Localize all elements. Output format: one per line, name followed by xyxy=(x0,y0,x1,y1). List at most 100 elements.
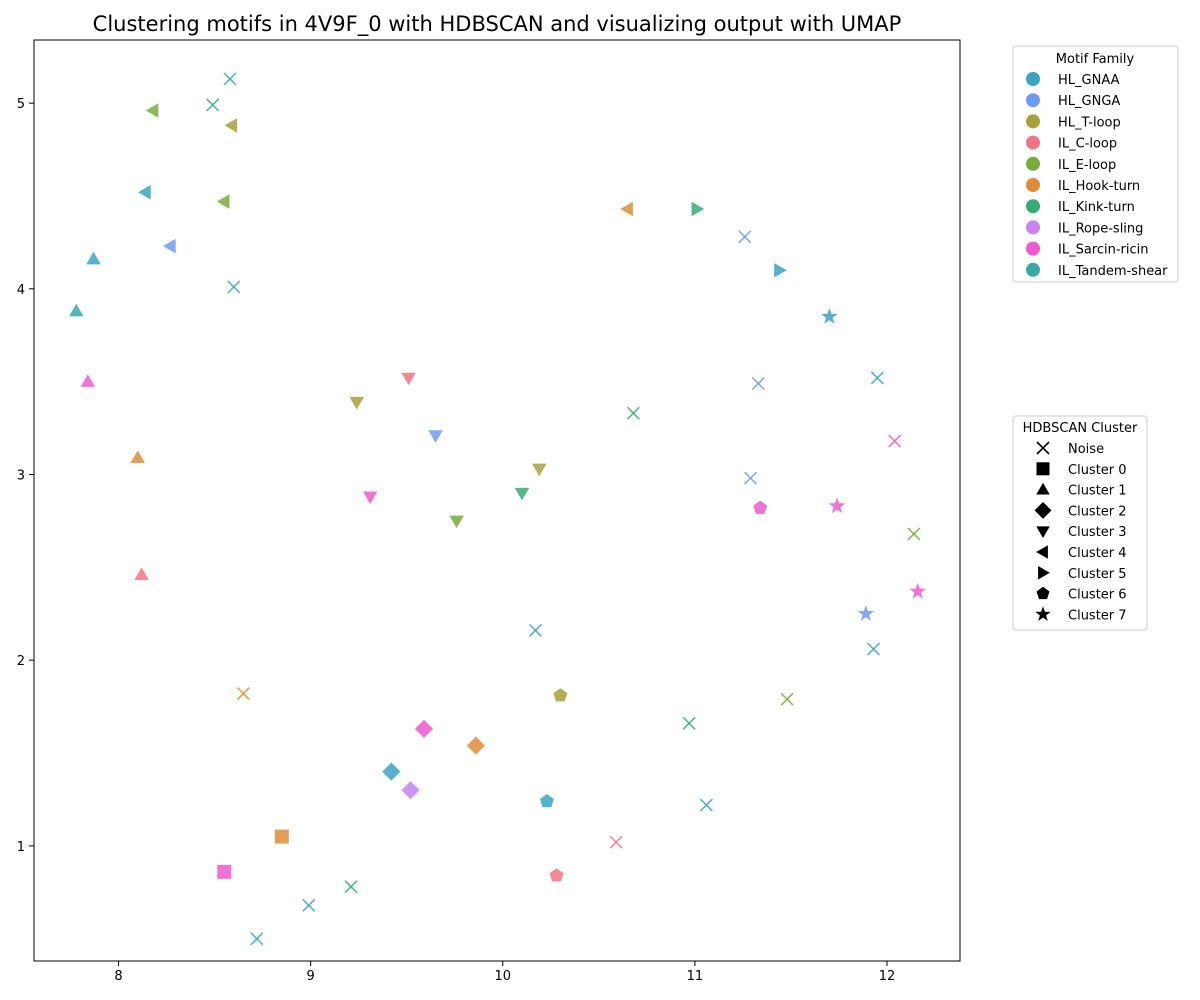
data-point xyxy=(531,463,547,477)
family-legend-title: Motif Family xyxy=(1056,52,1135,67)
family-legend-label: IL_E-loop xyxy=(1058,158,1116,173)
data-point xyxy=(80,374,96,387)
family-legend-label: IL_Sarcin-ricin xyxy=(1058,243,1149,258)
y-tick-label: 4 xyxy=(17,283,25,298)
data-point xyxy=(449,515,464,529)
cluster-legend-marker xyxy=(1036,586,1050,600)
data-point xyxy=(134,567,149,581)
data-point xyxy=(774,262,787,278)
data-point xyxy=(744,471,758,485)
cluster-legend-label: Cluster 1 xyxy=(1068,484,1127,499)
data-point xyxy=(909,582,927,599)
y-tick-label: 2 xyxy=(17,654,25,669)
data-point xyxy=(401,781,420,800)
data-point xyxy=(401,372,416,386)
data-point xyxy=(163,238,176,254)
data-point xyxy=(302,898,316,912)
cluster-legend-marker xyxy=(1036,441,1050,455)
data-point xyxy=(138,184,151,200)
data-point xyxy=(828,497,846,514)
cluster-legend-title: HDBSCAN Cluster xyxy=(1023,421,1138,436)
cluster-legend-marker xyxy=(1036,462,1050,476)
family-legend-swatch xyxy=(1026,93,1040,108)
cluster-legend: HDBSCAN Cluster Noise Cluster 0 Cluster 1 C… xyxy=(1012,415,1148,631)
data-point xyxy=(549,868,564,882)
y-axis: 1 2 3 4 5 xyxy=(17,97,34,855)
family-legend-label: HL_GNGA xyxy=(1058,94,1120,109)
x-tick-label: 8 xyxy=(114,969,122,984)
data-point xyxy=(620,201,633,217)
data-point xyxy=(344,880,358,894)
cluster-legend-label: Cluster 2 xyxy=(1068,504,1127,519)
cluster-legend-marker xyxy=(1036,482,1050,495)
family-legend-box xyxy=(1012,45,1179,283)
cluster-legend-label: Cluster 4 xyxy=(1068,546,1127,561)
family-legend: Motif Family HL_GNAA HL_GNGA HL_T-loop IL_C… xyxy=(1012,45,1179,283)
data-point xyxy=(682,716,696,730)
family-legend-swatch xyxy=(1026,156,1040,171)
family-legend-swatch xyxy=(1026,178,1040,192)
x-tick-label: 12 xyxy=(879,969,896,984)
data-point xyxy=(738,230,752,244)
cluster-legend-marker xyxy=(1036,526,1050,539)
y-tick-label: 3 xyxy=(17,469,25,484)
x-tick-label: 10 xyxy=(494,969,511,984)
x-tick-label: 9 xyxy=(307,969,315,984)
data-point xyxy=(888,434,902,448)
data-point xyxy=(553,688,568,702)
cluster-legend-label: Cluster 7 xyxy=(1068,608,1127,623)
data-point xyxy=(217,864,232,879)
data-point xyxy=(691,201,705,217)
family-legend-label: IL_Hook-turn xyxy=(1058,179,1140,194)
y-tick-label: 5 xyxy=(17,97,25,112)
data-point xyxy=(224,118,238,133)
data-point xyxy=(866,642,881,656)
family-legend-label: IL_Kink-turn xyxy=(1058,200,1135,215)
family-legend-label: IL_C-loop xyxy=(1058,137,1117,152)
cluster-legend-marker xyxy=(1038,566,1050,580)
data-point xyxy=(227,280,241,294)
data-point xyxy=(68,303,84,317)
data-point xyxy=(216,194,230,209)
data-point xyxy=(274,829,289,844)
data-points xyxy=(68,72,927,946)
data-point xyxy=(539,793,554,808)
x-tick-label: 11 xyxy=(687,969,704,984)
cluster-legend-marker xyxy=(1036,545,1048,559)
data-point xyxy=(609,835,623,849)
data-point xyxy=(349,396,365,410)
data-point xyxy=(428,430,443,443)
data-point xyxy=(528,623,542,638)
cluster-legend-marker xyxy=(1034,501,1052,519)
cluster-legend-label: Cluster 5 xyxy=(1068,567,1127,582)
family-legend-swatch xyxy=(1026,262,1040,277)
data-point xyxy=(857,605,875,621)
cluster-legend-label: Noise xyxy=(1068,442,1104,457)
cluster-legend-marker xyxy=(1035,606,1051,621)
data-point xyxy=(250,932,264,946)
data-point xyxy=(753,500,768,514)
family-legend-swatch xyxy=(1026,241,1040,256)
x-axis: 8 9 10 11 12 xyxy=(114,961,895,984)
family-legend-label: HL_T-loop xyxy=(1058,115,1121,130)
cluster-legend-label: Cluster 0 xyxy=(1068,463,1127,478)
data-point xyxy=(236,687,250,701)
data-point xyxy=(86,251,101,265)
data-point xyxy=(130,450,146,464)
data-point xyxy=(626,406,640,420)
data-point xyxy=(907,527,921,541)
data-point xyxy=(751,376,765,391)
data-point xyxy=(145,103,159,118)
data-point xyxy=(206,98,220,112)
family-legend-label: IL_Rope-sling xyxy=(1058,221,1143,236)
family-legend-swatch xyxy=(1026,220,1040,235)
data-point xyxy=(514,487,530,501)
data-point xyxy=(466,736,485,755)
data-point xyxy=(223,72,237,86)
data-point xyxy=(414,719,434,738)
cluster-legend-label: Cluster 6 xyxy=(1068,588,1127,603)
chart-title: Clustering motifs in 4V9F_0 with HDBSCAN… xyxy=(93,12,902,37)
data-point xyxy=(870,371,884,385)
data-point xyxy=(780,692,794,706)
